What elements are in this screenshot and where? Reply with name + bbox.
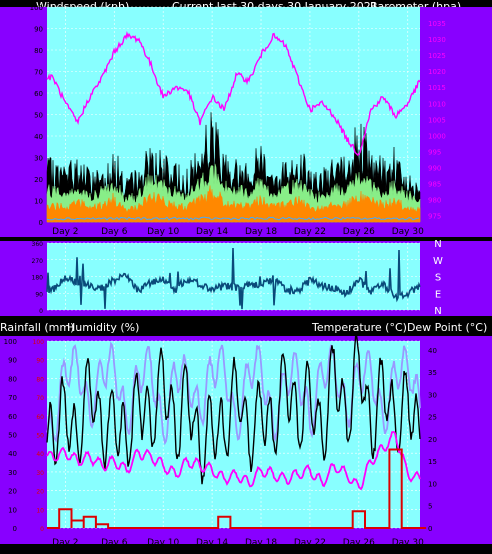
humidity-tick-label: 50 (8, 432, 17, 440)
y-tick-label: 70 (34, 69, 43, 77)
x-tick-label: Day 30 (392, 227, 424, 237)
rainfall-tick-label: 90 (36, 358, 44, 365)
y-tick-label: 100 (30, 4, 43, 12)
humidity-tick-label: 20 (8, 488, 17, 496)
rainfall-series (47, 448, 427, 529)
wind-barometer-chart: 0102030405060708090100975980985990995100… (30, 4, 446, 237)
x-tick-label: Day 14 (196, 227, 228, 237)
x-tick-label: Day 18 (245, 538, 277, 548)
dewpoint-series (46, 431, 421, 491)
x-tick-label: Day 10 (147, 227, 179, 237)
y-tick-label: 90 (34, 26, 43, 34)
x-tick-label: Day 26 (343, 538, 375, 548)
temperature-tick-label: 20 (428, 436, 437, 444)
x-tick-label: Day 22 (294, 538, 326, 548)
x-tick-label: Day 6 (101, 538, 128, 548)
y-tick-label: 270 (32, 258, 44, 265)
temperature-tick-label: 15 (428, 458, 437, 466)
compass-label: N (434, 306, 441, 317)
y-tick-label: 360 (32, 241, 44, 248)
barometer-series (46, 30, 421, 157)
wind-lull-series (46, 185, 421, 223)
y-tick-label: 30 (34, 155, 43, 163)
temperature-tick-label: 35 (428, 369, 437, 377)
rainfall-tick-label: 30 (36, 470, 44, 477)
temperature-tick-label: 30 (428, 391, 437, 399)
y2-tick-label: 1010 (428, 100, 446, 108)
x-tick-label: Day 18 (245, 227, 277, 237)
y2-tick-label: 975 (428, 213, 441, 221)
rainfall-tick-label: 50 (36, 433, 44, 440)
humidity-tick-label: 60 (8, 413, 17, 421)
temperature-series (46, 332, 421, 485)
y2-tick-label: 985 (428, 180, 441, 188)
rain-humidity-temperature-chart: 0102030405060708090100010203040506070809… (4, 332, 437, 548)
temperature-tick-label: 0 (428, 525, 432, 533)
y2-tick-label: 1000 (428, 132, 446, 140)
x-tick-label: Day 6 (101, 227, 128, 237)
y2-tick-label: 1020 (428, 68, 446, 76)
x-tick-label: Day 22 (294, 227, 326, 237)
y-tick-label: 10 (34, 198, 43, 206)
wind-low-series (46, 216, 420, 221)
y-tick-label: 20 (34, 176, 43, 184)
y2-tick-label: 1005 (428, 116, 446, 124)
rainfall-tick-label: 0 (40, 526, 44, 533)
y2-tick-label: 980 (428, 197, 441, 205)
compass-label: N (434, 239, 441, 250)
y-tick-label: 80 (34, 47, 43, 55)
compass-label: S (435, 273, 441, 284)
humidity-tick-label: 0 (13, 525, 17, 533)
y-tick-label: 60 (34, 90, 43, 98)
y2-tick-label: 1030 (428, 36, 446, 44)
temperature-dewpoint-axis-title: Temperature (°C)Dew Point (°C) (312, 321, 488, 334)
rainfall-axis-title: Rainfall (mm) (0, 321, 75, 334)
y2-tick-label: 995 (428, 148, 441, 156)
humidity-tick-label: 30 (8, 469, 17, 477)
y2-tick-label: 990 (428, 164, 441, 172)
humidity-tick-label: 40 (8, 450, 17, 458)
humidity-tick-label: 70 (8, 394, 17, 402)
humidity-tick-label: 80 (8, 375, 17, 383)
humidity-tick-label: 90 (8, 357, 17, 365)
y2-tick-label: 1025 (428, 52, 446, 60)
y-tick-label: 180 (32, 275, 44, 282)
x-tick-label: Day 30 (392, 538, 424, 548)
rainfall-tick-label: 20 (36, 489, 44, 496)
temperature-tick-label: 25 (428, 414, 437, 422)
wind-direction-chart: 360 N 270 W 180 S 90 E 0 N (32, 239, 444, 317)
rainfall-tick-label: 100 (33, 339, 45, 346)
y2-tick-label: 1035 (428, 20, 446, 28)
x-tick-label: Day 2 (52, 227, 78, 237)
y-tick-label: 0 (39, 219, 43, 227)
y-tick-label: 40 (34, 133, 43, 141)
rainfall-tick-label: 80 (36, 376, 44, 383)
compass-label: W (433, 256, 443, 267)
wind-direction-series (46, 247, 421, 310)
y-tick-label: 50 (34, 112, 43, 120)
humidity-series (46, 341, 421, 446)
rainfall-tick-label: 70 (36, 395, 44, 402)
x-tick-label: Day 26 (343, 227, 375, 237)
x-tick-label: Day 2 (52, 538, 78, 548)
temperature-tick-label: 5 (428, 503, 432, 511)
compass-label: E (435, 289, 441, 300)
y-tick-label: 0 (39, 308, 43, 315)
y2-tick-label: 1015 (428, 84, 446, 92)
humidity-tick-label: 100 (4, 338, 17, 346)
rainfall-tick-label: 10 (36, 507, 44, 514)
rainfall-tick-label: 40 (36, 451, 44, 458)
humidity-tick-label: 10 (8, 506, 17, 514)
y-tick-label: 90 (35, 291, 43, 298)
humidity-axis-title: Humidity (%) (67, 321, 140, 334)
temperature-tick-label: 40 (428, 347, 437, 355)
temperature-tick-label: 10 (428, 480, 437, 488)
x-tick-label: Day 14 (196, 538, 228, 548)
rainfall-tick-label: 60 (36, 414, 44, 421)
x-tick-label: Day 10 (147, 538, 179, 548)
